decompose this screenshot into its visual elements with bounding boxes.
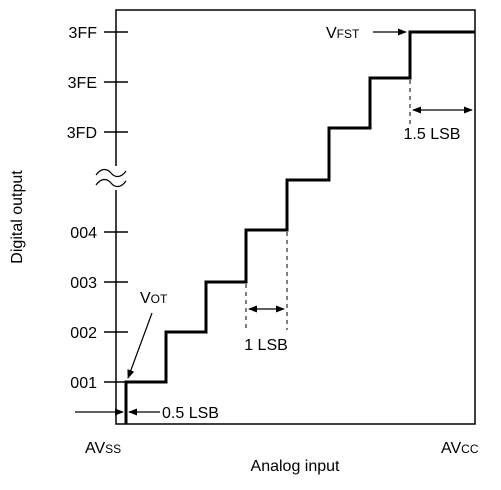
- vot-label: VOT: [140, 290, 168, 307]
- axis-break-symbol: [95, 166, 134, 190]
- one-lsb-label: 1 LSB: [244, 337, 288, 354]
- x-axis-left-label: AVSS: [85, 440, 121, 457]
- staircase-transfer-curve: [124, 30, 475, 424]
- y-tick-label-003: 003: [70, 275, 97, 292]
- vot-arrow: [127, 312, 153, 379]
- y-tick-marks: [104, 31, 128, 383]
- one-half-lsb-label: 1.5 LSB: [404, 126, 461, 143]
- y-tick-label-004: 004: [70, 225, 97, 242]
- y-tick-label-002: 002: [70, 325, 97, 342]
- y-tick-label-3fe: 3FE: [68, 75, 97, 92]
- y-tick-label-3fd: 3FD: [67, 125, 97, 142]
- plot-frame: [115, 9, 476, 425]
- x-axis-title: Analog input: [251, 458, 341, 475]
- lsb-guide-lines: [245, 80, 411, 330]
- x-axis-right-label: AVCC: [441, 440, 479, 457]
- y-tick-label-001: 001: [70, 375, 97, 392]
- half-lsb-label: 0.5 LSB: [162, 405, 219, 422]
- vfst-label: VFST: [326, 25, 360, 42]
- y-tick-label-3ff: 3FF: [69, 25, 98, 42]
- y-axis-title: Digital output: [9, 170, 26, 264]
